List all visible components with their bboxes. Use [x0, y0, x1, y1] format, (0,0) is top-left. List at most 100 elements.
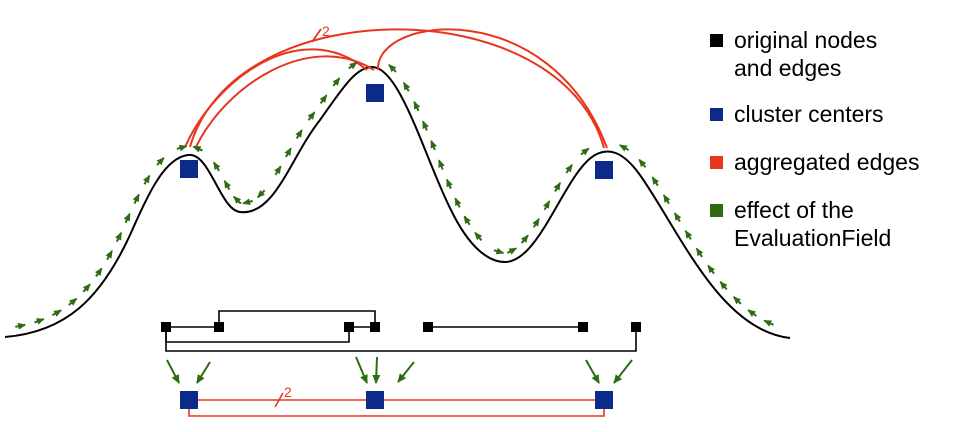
- cluster-center-right: [595, 161, 613, 179]
- field-arrow: [402, 81, 411, 92]
- legend-item-cluster: cluster centers: [710, 100, 884, 128]
- field-arrow: [115, 231, 123, 243]
- aggregated-edge-2: [188, 400, 605, 417]
- map-arrow-5: [397, 361, 415, 383]
- evaluation-field-arrows: [15, 61, 774, 330]
- legend-label-field: effect of the EvaluationField: [734, 197, 892, 251]
- field-arrow: [638, 158, 647, 168]
- field-arrow: [707, 264, 715, 275]
- original-node-6: [578, 322, 588, 332]
- field-arrow: [474, 231, 483, 241]
- aggregated-edges-upper: [184, 28, 608, 149]
- field-arrow: [763, 319, 774, 327]
- original-edge-c: [165, 327, 350, 343]
- field-arrow: [565, 163, 573, 174]
- field-arrow: [319, 94, 328, 104]
- original-node-2: [214, 322, 224, 332]
- legend-swatch-aggregated: [710, 156, 723, 169]
- map-arrow-7: [613, 359, 633, 384]
- field-arrow: [348, 61, 358, 70]
- field-arrow: [223, 180, 231, 191]
- field-arrow: [619, 144, 630, 152]
- field-arrow: [192, 145, 203, 153]
- field-arrow: [454, 197, 462, 208]
- original-node-7: [631, 322, 641, 332]
- legend-label-aggregated: aggregated edges: [734, 149, 920, 175]
- aggregated-arc-middle-right: [376, 28, 608, 149]
- field-arrow: [176, 144, 188, 152]
- field-arrow: [532, 218, 540, 228]
- original-node-1: [161, 322, 171, 332]
- field-arrow: [105, 250, 113, 261]
- original-nodes: [161, 322, 641, 332]
- field-arrow: [233, 195, 242, 205]
- original-node-4: [370, 322, 380, 332]
- legend-item-field: effect of the EvaluationField: [710, 196, 891, 252]
- field-arrow: [307, 111, 316, 121]
- field-arrow: [94, 267, 103, 278]
- aggregated-arc-left-middle-b: [195, 55, 375, 148]
- field-arrow: [256, 189, 266, 199]
- field-arrow: [15, 322, 27, 330]
- aggregated-edges-lower: [188, 399, 605, 417]
- edge-weight-label-upper: 2: [322, 23, 330, 39]
- cluster-center-left: [180, 160, 198, 178]
- field-arrow: [673, 212, 682, 223]
- cluster-node-right: [595, 391, 613, 409]
- aggregated-arc-left-middle-a: [184, 48, 368, 148]
- cluster-node-middle: [366, 391, 384, 409]
- field-arrow: [388, 64, 397, 73]
- field-arrow: [542, 200, 551, 211]
- cluster-centers-bottom: [180, 391, 613, 409]
- field-arrow: [438, 159, 445, 170]
- cluster-center-middle: [366, 84, 384, 102]
- map-arrow-4: [372, 356, 381, 384]
- field-arrow: [695, 247, 704, 258]
- legend-swatch-original: [710, 34, 723, 47]
- legend-item-aggregated: aggregated edges: [710, 148, 919, 176]
- original-node-5: [423, 322, 433, 332]
- field-arrow: [520, 234, 529, 244]
- aggregated-arc-left-right: [189, 28, 605, 149]
- field-arrow: [719, 281, 728, 291]
- legend-swatch-field: [710, 204, 723, 217]
- field-arrow: [242, 198, 253, 206]
- field-arrow: [506, 247, 518, 255]
- field-arrow: [651, 176, 660, 187]
- field-arrow: [553, 182, 561, 193]
- legend-label-original: original nodes and edges: [734, 27, 878, 81]
- field-arrow: [274, 165, 282, 176]
- field-arrow: [422, 120, 429, 131]
- cluster-centers-top: [180, 84, 613, 179]
- field-arrow: [732, 296, 742, 305]
- field-arrow: [212, 161, 221, 172]
- map-arrow-3: [355, 356, 368, 384]
- legend-item-original: original nodes and edges: [710, 26, 877, 82]
- field-arrow: [747, 309, 757, 317]
- map-arrow-1: [166, 359, 180, 384]
- cluster-node-left: [180, 391, 198, 409]
- field-arrow: [295, 129, 303, 140]
- map-arrow-6: [585, 359, 600, 384]
- original-edge-b: [218, 310, 376, 327]
- field-arrow: [580, 147, 590, 156]
- field-arrow: [82, 283, 91, 293]
- field-arrow: [662, 194, 671, 205]
- map-arrow-2: [196, 361, 211, 384]
- field-arrow: [413, 100, 421, 112]
- field-arrow: [51, 309, 62, 317]
- field-arrow: [143, 174, 151, 185]
- field-arrow: [123, 212, 131, 224]
- density-landscape-curve: [4, 65, 791, 339]
- legend-label-cluster: cluster centers: [734, 101, 884, 127]
- field-arrow: [430, 139, 437, 151]
- edge-weight-slash-upper: [311, 28, 322, 43]
- field-arrow: [156, 157, 165, 166]
- field-arrow: [445, 178, 453, 190]
- original-edge-f: [165, 327, 637, 352]
- field-arrow: [68, 297, 78, 306]
- field-arrow: [332, 77, 341, 87]
- field-arrow: [493, 247, 505, 255]
- original-graph: [165, 310, 637, 352]
